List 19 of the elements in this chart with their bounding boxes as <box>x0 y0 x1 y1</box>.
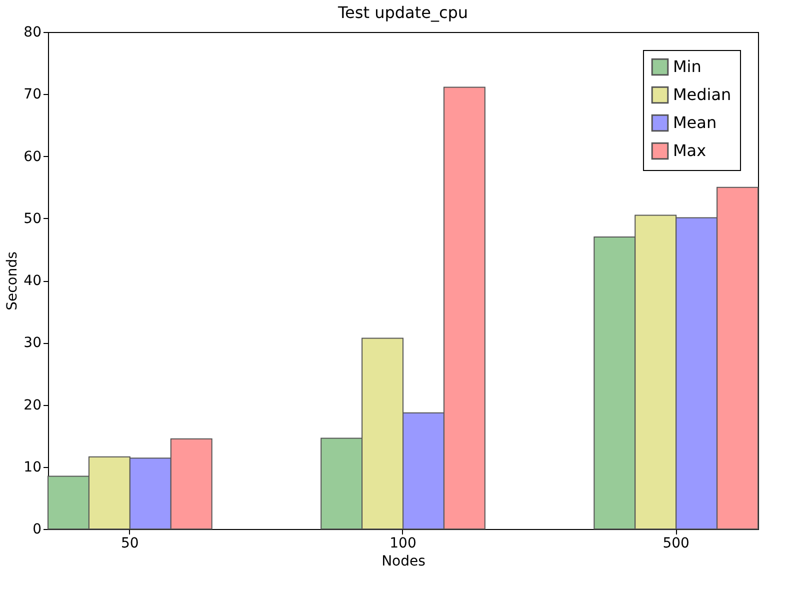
y-tick-label: 0 <box>32 522 42 538</box>
y-tick-label: 20 <box>24 397 42 414</box>
y-tick-label: 30 <box>24 335 42 352</box>
y-tick-label: 10 <box>24 459 42 476</box>
x-tick-label: 100 <box>390 536 416 552</box>
legend-label: Mean <box>673 113 717 132</box>
x-tick-label: 500 <box>662 536 690 552</box>
x-tick-label: 50 <box>121 536 139 552</box>
legend-label: Max <box>673 141 706 160</box>
y-tick-label: 80 <box>24 24 42 40</box>
chart-title: Test update_cpu <box>336 3 468 22</box>
y-tick-label: 50 <box>24 210 42 227</box>
legend-label: Median <box>673 85 732 104</box>
y-tick-label: 70 <box>24 86 42 103</box>
y-tick-label: 40 <box>24 273 42 289</box>
y-axis-title: Seconds <box>4 252 21 310</box>
y-tick-label: 60 <box>24 148 42 165</box>
legend-label: Min <box>673 57 702 76</box>
x-axis-title: Nodes <box>382 554 426 570</box>
